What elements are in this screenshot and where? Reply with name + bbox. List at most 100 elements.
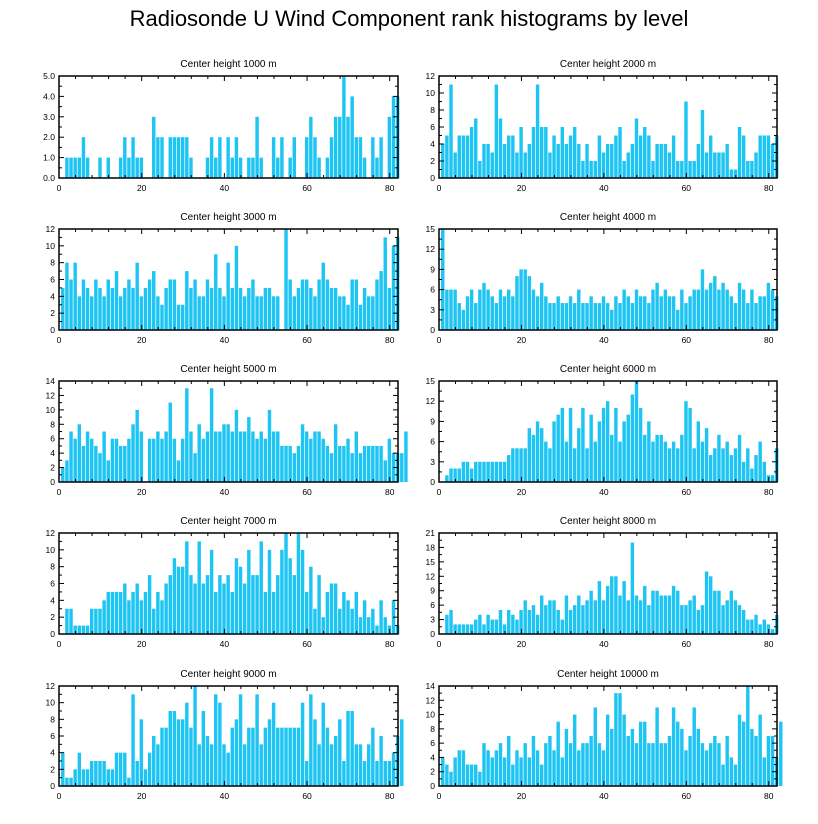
histogram-bar — [205, 736, 210, 786]
x-tick-label: 0 — [437, 335, 442, 345]
histogram-bar — [667, 448, 672, 482]
histogram-bar — [94, 761, 98, 786]
histogram-bar — [762, 757, 766, 786]
histogram-bar — [152, 271, 156, 330]
histogram-bar — [671, 585, 676, 634]
histogram-bar — [445, 135, 449, 178]
x-tick-label: 80 — [385, 791, 395, 801]
histogram-bar — [560, 127, 565, 178]
histogram-bar — [758, 135, 762, 178]
histogram-bar — [189, 575, 193, 634]
histogram-bar — [65, 460, 69, 482]
histogram-bar — [457, 303, 461, 330]
histogram-bar — [317, 279, 321, 330]
y-tick-label: 12 — [426, 71, 436, 81]
histogram-bar — [750, 468, 754, 482]
histogram-bar — [622, 421, 626, 482]
histogram-bar — [176, 304, 181, 330]
histogram-bar — [511, 764, 515, 786]
histogram-bar — [300, 549, 305, 634]
histogram-bar — [160, 438, 164, 482]
x-tick-label: 20 — [137, 487, 147, 497]
histogram-bar — [585, 743, 589, 786]
histogram-bar — [754, 455, 758, 482]
histogram-bar — [770, 736, 775, 786]
panel-1: Center height 1000 m 0 20 40 60 80 0.0 1.0 2.0 3.… — [43, 59, 400, 193]
histogram-bar — [676, 161, 680, 178]
histogram-bar — [741, 135, 746, 178]
y-tick-label: 0 — [430, 173, 435, 183]
histogram-bar — [325, 279, 330, 330]
histogram-bar — [630, 394, 635, 482]
histogram-bar — [127, 279, 131, 330]
histogram-bar — [139, 296, 144, 330]
y-tick-label: 2.0 — [43, 132, 55, 142]
histogram-bar — [478, 289, 482, 330]
histogram-bar — [358, 304, 363, 330]
histogram-bar — [498, 289, 503, 330]
y-tick-label: 0 — [430, 781, 435, 791]
y-tick-label: 15 — [426, 557, 436, 567]
histogram-bar — [102, 761, 106, 786]
histogram-bar — [131, 287, 135, 330]
histogram-bar — [238, 431, 243, 482]
histogram-bar — [729, 757, 734, 786]
histogram-bar — [643, 434, 647, 482]
histogram-bar — [267, 719, 272, 786]
histogram-bar — [766, 282, 771, 330]
histogram-bar — [684, 401, 688, 482]
histogram-bar — [247, 417, 251, 482]
x-tick-label: 60 — [682, 487, 692, 497]
histogram-bar — [238, 157, 243, 178]
histogram-bar — [185, 702, 189, 786]
histogram-bar — [383, 237, 387, 330]
histogram-bar — [474, 619, 478, 634]
histogram-bar — [251, 575, 255, 634]
x-tick-label: 80 — [764, 183, 774, 193]
histogram-bar — [688, 296, 692, 330]
histogram-bar — [106, 157, 110, 178]
histogram-bar — [449, 84, 453, 178]
histogram-bar — [247, 727, 251, 786]
histogram-bar — [317, 575, 321, 634]
histogram-bar — [176, 719, 181, 786]
histogram-bar — [626, 414, 630, 482]
y-tick-label: 8 — [430, 724, 435, 734]
histogram-bar — [65, 608, 69, 634]
histogram-bar — [527, 428, 532, 482]
histogram-bar — [663, 144, 668, 178]
histogram-bar — [544, 743, 548, 786]
histogram-bar — [539, 595, 544, 634]
histogram-bar — [234, 558, 239, 634]
histogram-bar — [453, 757, 457, 786]
histogram-bar — [61, 467, 65, 482]
histogram-bar — [564, 144, 569, 178]
histogram-bar — [766, 736, 771, 786]
histogram-bar — [519, 448, 523, 482]
histogram-bar — [172, 137, 177, 178]
histogram-bar — [490, 619, 494, 634]
histogram-bar — [354, 279, 359, 330]
histogram-bar — [589, 414, 593, 482]
histogram-bar — [572, 605, 577, 634]
x-tick-label: 20 — [517, 335, 527, 345]
histogram-bar — [168, 402, 172, 482]
histogram-bar — [309, 287, 313, 330]
histogram-bar — [338, 719, 342, 786]
histogram-bar — [333, 424, 338, 482]
histogram-bar — [597, 303, 602, 330]
histogram-bar — [457, 468, 461, 482]
histogram-bar — [737, 605, 742, 634]
y-tick-label: 12 — [426, 244, 436, 254]
histogram-bar — [564, 441, 569, 482]
histogram-bar — [762, 619, 766, 634]
histogram-bar — [193, 453, 197, 482]
x-tick-label: 60 — [682, 791, 692, 801]
histogram-bar — [478, 461, 482, 482]
histogram-bar — [638, 721, 643, 786]
histogram-bar — [189, 157, 193, 178]
histogram-bar — [507, 609, 511, 634]
y-tick-label: 2 — [430, 767, 435, 777]
histogram-bar — [445, 764, 449, 786]
